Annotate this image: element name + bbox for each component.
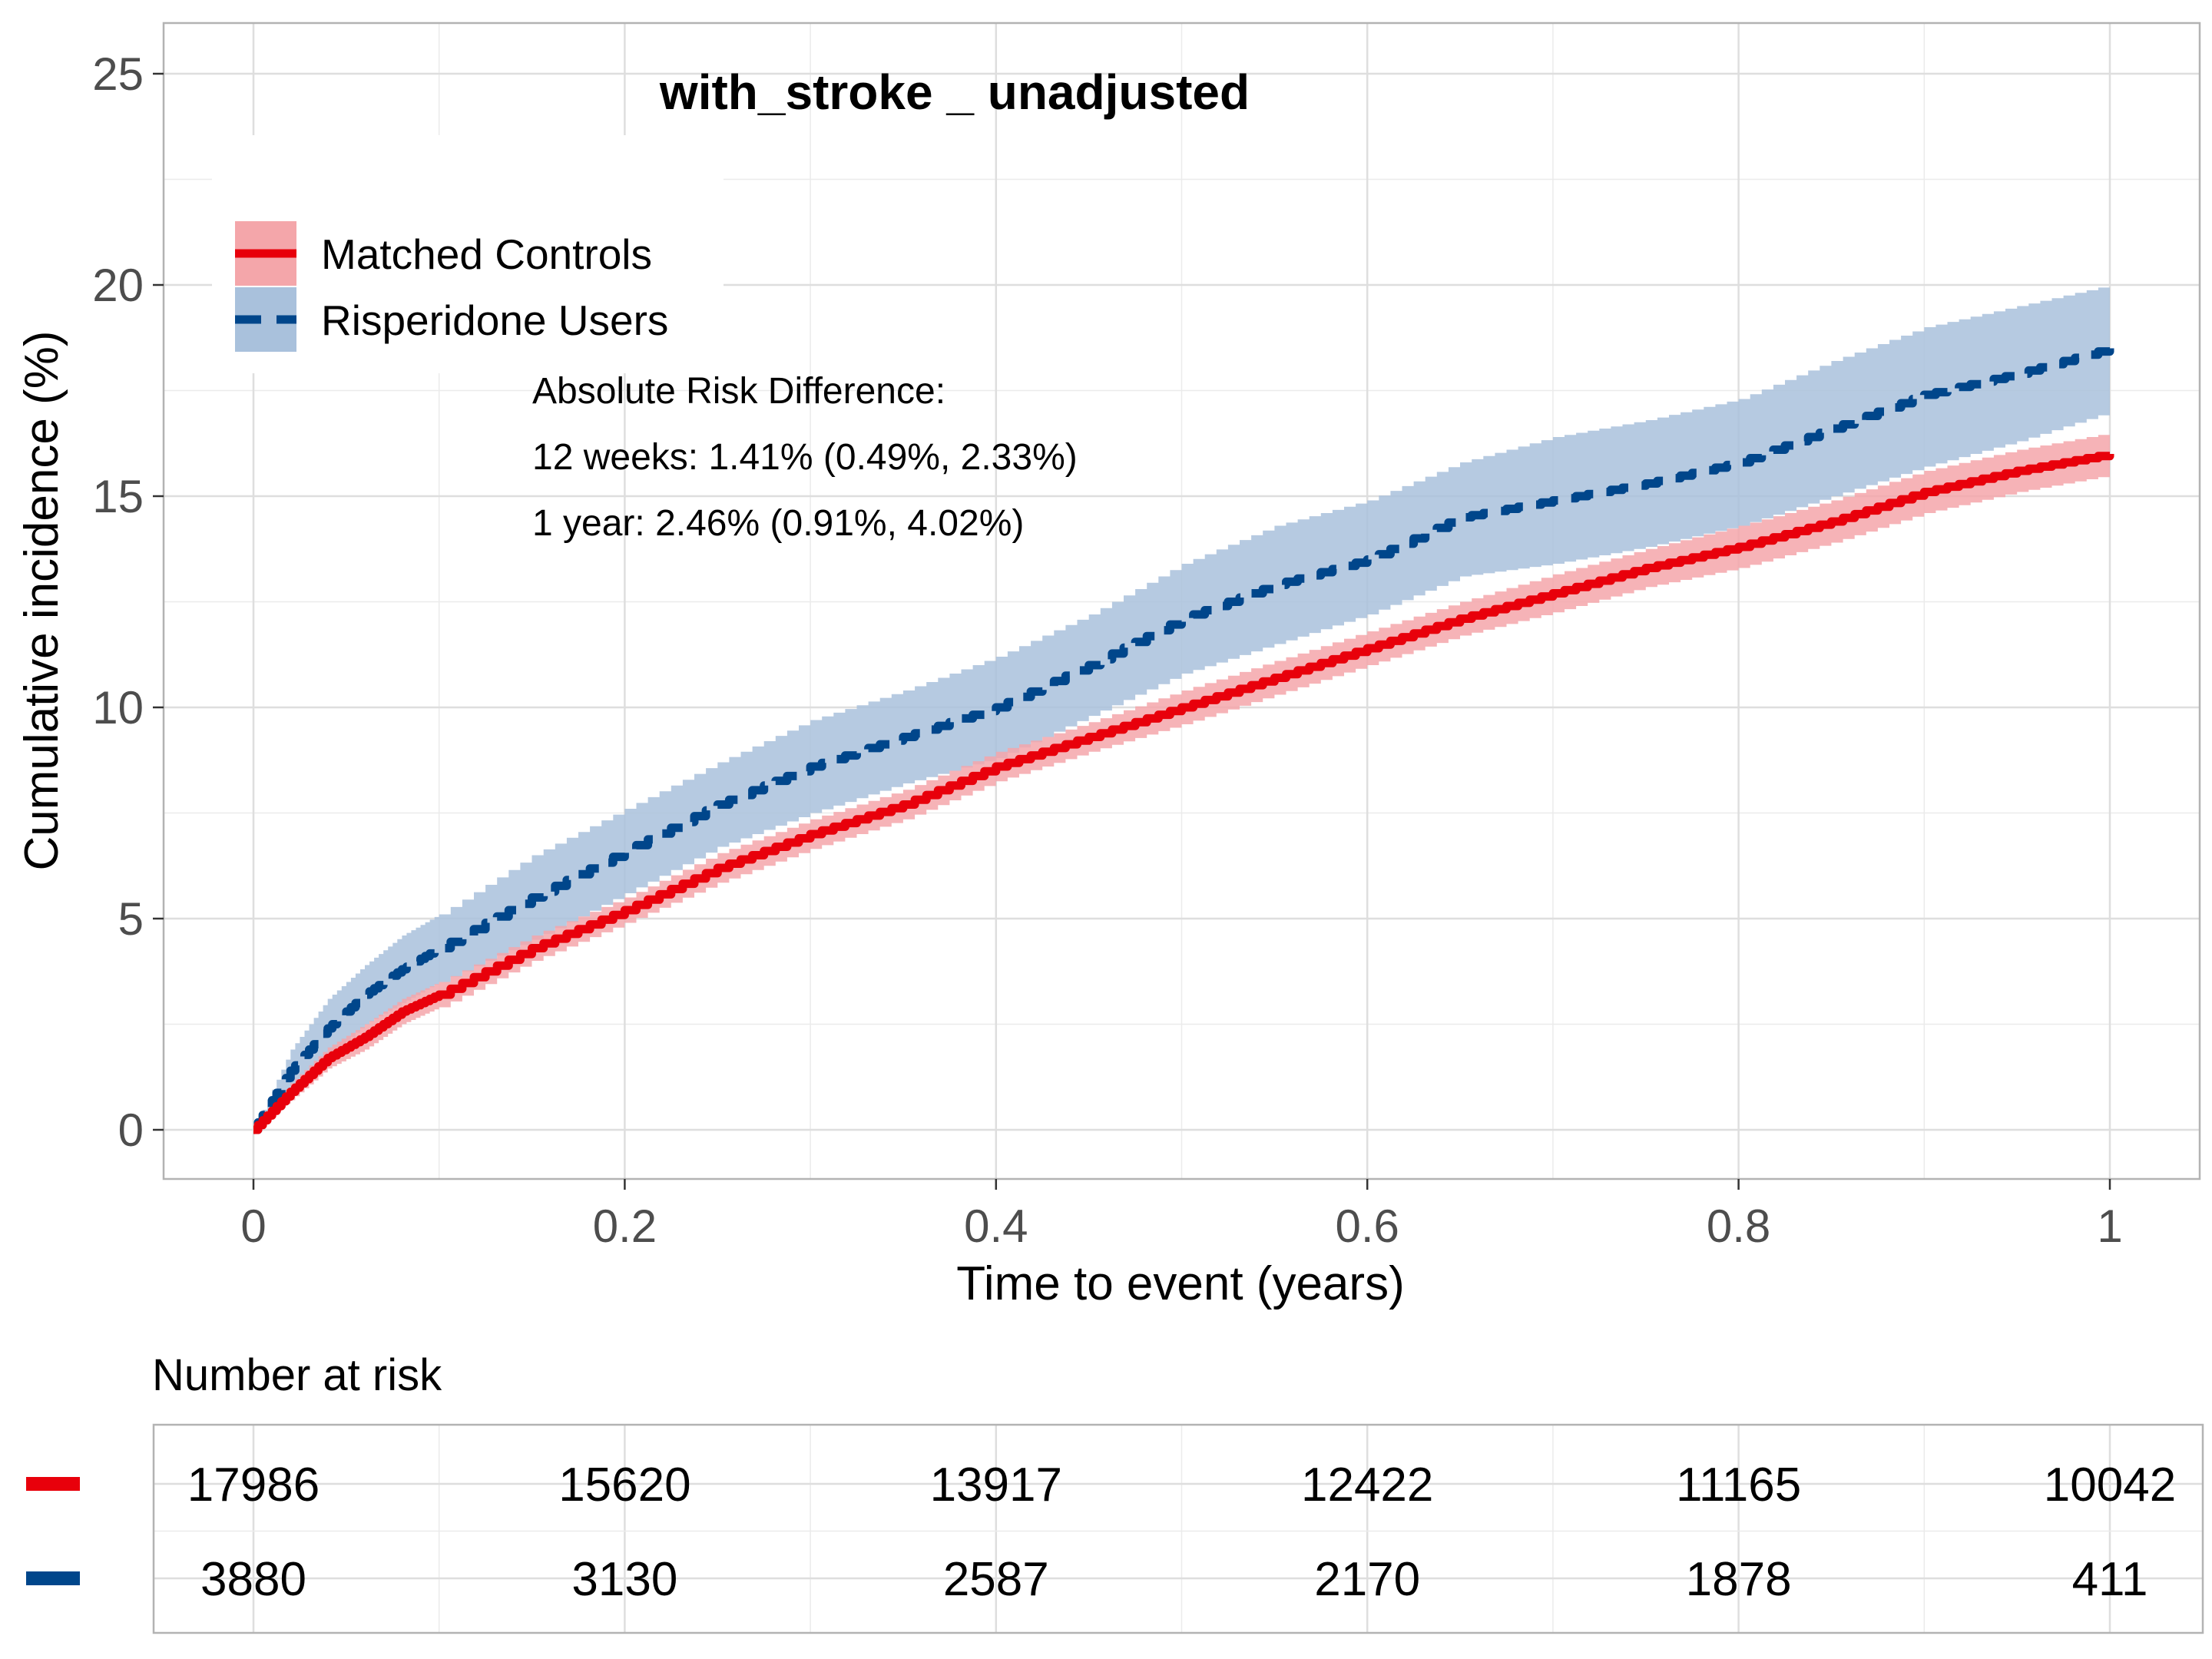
risk-table-grid [154,1425,2203,1633]
confidence-bands [253,285,2110,1130]
series-lines [253,347,2114,1134]
risk-table-border [152,1423,2204,1634]
risk-table-background [154,1425,2203,1633]
series-line-risperidone-users [253,347,2114,1134]
x-axis-ticks: 0 0.2 0.4 0.6 0.8 1 [240,1179,2123,1252]
legend-label: Risperidone Users [321,296,668,344]
y-tick-label: 0 [118,1104,144,1156]
confidence-band-risperidone-users [253,285,2110,1130]
risk-table-keys [26,1477,80,1585]
legend: Matched Controls Risperidone Users [212,135,724,373]
risk-table-value: 15620 [558,1459,690,1512]
series-line-matched-controls [253,452,2114,1134]
risk-table-value: 10042 [2044,1459,2176,1512]
risk-table-value: 1878 [1686,1553,1792,1606]
y-axis-title: Cumulative incidence (%) [15,331,68,871]
x-tick-label: 0.8 [1707,1200,1770,1252]
risk-table: 17986 15620 13917 12422 11165 10042 3880 3130 25… [152,1423,2204,1634]
x-tick-label: 0.4 [964,1200,1028,1252]
x-tick-label: 0.6 [1335,1200,1399,1252]
risk-table-value: 11165 [1676,1459,1801,1512]
risk-table-value: 411 [2072,1553,2148,1606]
risk-table-value: 12422 [1301,1459,1433,1512]
y-tick-label: 10 [92,682,144,733]
y-axis-ticks: 0 5 10 15 20 25 [92,48,164,1156]
chart-title: with_stroke _ unadjusted [659,65,1250,120]
y-tick-label: 25 [92,48,144,100]
risk-table-value: 13917 [930,1459,1062,1512]
risk-difference-annotation: Absolute Risk Difference: 12 weeks: 1.41%… [532,371,1078,544]
annotation-line: 12 weeks: 1.41% (0.49%, 2.33%) [532,437,1078,478]
risk-table-value: 3130 [571,1553,677,1606]
annotation-line: 1 year: 2.46% (0.91%, 4.02%) [532,503,1024,544]
risk-table-value: 2587 [943,1553,1049,1606]
confidence-band-matched-controls [253,432,2110,1130]
x-tick-label: 0 [240,1200,266,1252]
annotation-line: Absolute Risk Difference: [532,371,945,412]
x-tick-label: 1 [2097,1200,2122,1252]
risk-table-value: 2170 [1314,1553,1420,1606]
x-axis-title: Time to event (years) [956,1257,1404,1310]
y-tick-label: 15 [92,471,144,522]
panel-border [162,22,2201,1181]
x-tick-label: 0.2 [593,1200,657,1252]
risk-table-title: Number at risk [152,1350,442,1400]
y-tick-label: 20 [92,260,144,311]
legend-background [212,135,724,373]
legend-label: Matched Controls [321,230,652,278]
y-tick-label: 5 [118,893,144,945]
risk-table-value: 17986 [187,1459,320,1512]
risk-table-value: 3880 [200,1553,306,1606]
